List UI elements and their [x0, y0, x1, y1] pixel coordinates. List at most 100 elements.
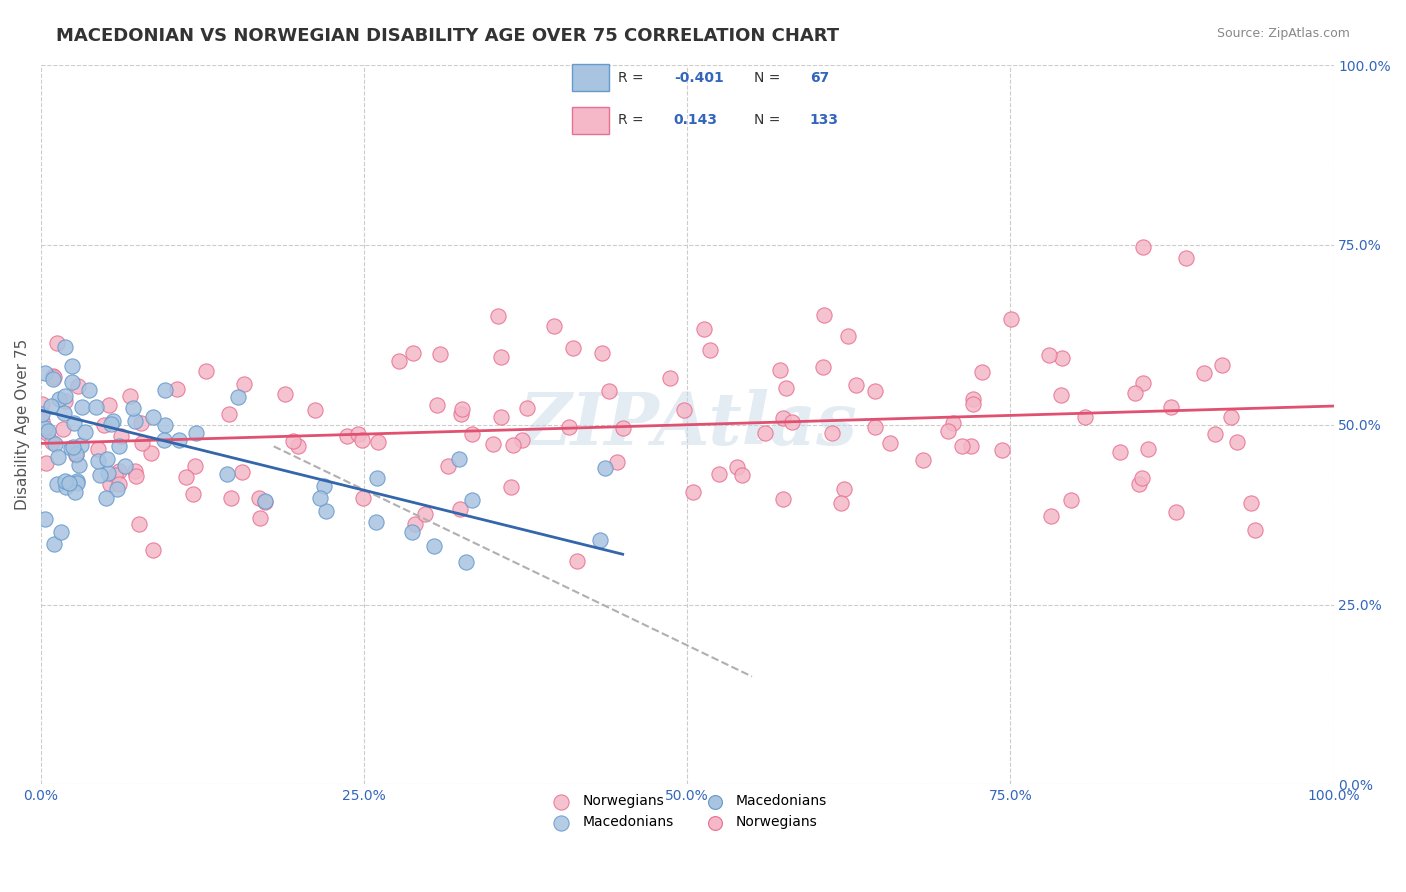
Macedonians: [364, 515, 387, 529]
Macedonians: [52, 406, 75, 420]
Macedonians: [89, 467, 111, 482]
Norwegians: [991, 442, 1014, 457]
Macedonians: [100, 417, 122, 431]
Norwegians: [879, 436, 901, 450]
Norwegians: [1194, 366, 1216, 380]
Norwegians: [1000, 311, 1022, 326]
Macedonians: [461, 493, 484, 508]
Macedonians: [60, 375, 83, 389]
Norwegians: [254, 494, 277, 508]
Norwegians: [139, 446, 162, 460]
Norwegians: [1130, 471, 1153, 485]
Norwegians: [782, 416, 804, 430]
Norwegians: [249, 510, 271, 524]
Norwegians: [830, 496, 852, 510]
Norwegians: [606, 455, 628, 469]
Norwegians: [166, 382, 188, 396]
Macedonians: [34, 512, 56, 526]
Norwegians: [219, 491, 242, 505]
Macedonians: [122, 401, 145, 415]
Macedonians: [152, 433, 174, 447]
Macedonians: [101, 414, 124, 428]
Norwegians: [1137, 442, 1160, 456]
Macedonians: [58, 476, 80, 491]
Norwegians: [950, 439, 973, 453]
Norwegians: [449, 502, 471, 516]
Norwegians: [129, 416, 152, 430]
Norwegians: [304, 403, 326, 417]
Norwegians: [936, 424, 959, 438]
Norwegians: [591, 346, 613, 360]
Norwegians: [41, 434, 63, 449]
Norwegians: [1038, 348, 1060, 362]
Norwegians: [195, 364, 218, 378]
Macedonians: [593, 460, 616, 475]
Norwegians: [125, 468, 148, 483]
Macedonians: [315, 503, 337, 517]
Norwegians: [93, 418, 115, 433]
Norwegians: [404, 516, 426, 531]
Macedonians: [42, 537, 65, 551]
Norwegians: [911, 452, 934, 467]
Macedonians: [589, 533, 612, 547]
Macedonians: [48, 392, 70, 407]
Macedonians: [87, 454, 110, 468]
Norwegians: [1040, 508, 1063, 523]
Norwegians: [98, 398, 121, 412]
Norwegians: [98, 477, 121, 491]
Norwegians: [1226, 434, 1249, 449]
Norwegians: [31, 397, 53, 411]
Text: N =: N =: [754, 113, 785, 128]
Macedonians: [34, 366, 56, 380]
Norwegians: [401, 345, 423, 359]
Norwegians: [659, 371, 682, 385]
Norwegians: [1204, 427, 1226, 442]
Macedonians: [53, 340, 76, 354]
FancyBboxPatch shape: [572, 64, 609, 91]
Norwegians: [865, 420, 887, 434]
Norwegians: [707, 467, 730, 481]
Norwegians: [426, 398, 449, 412]
Norwegians: [336, 428, 359, 442]
Norwegians: [87, 442, 110, 456]
Norwegians: [672, 403, 695, 417]
Norwegians: [1240, 496, 1263, 510]
Norwegians: [108, 464, 131, 478]
Text: R =: R =: [619, 70, 648, 85]
Norwegians: [35, 425, 58, 440]
Macedonians: [63, 485, 86, 500]
Macedonians: [66, 475, 89, 489]
Macedonians: [73, 425, 96, 439]
Macedonians: [114, 458, 136, 473]
Norwegians: [66, 379, 89, 393]
Norwegians: [1074, 410, 1097, 425]
Norwegians: [128, 516, 150, 531]
Text: Source: ZipAtlas.com: Source: ZipAtlas.com: [1216, 27, 1350, 40]
Macedonians: [309, 491, 332, 506]
Macedonians: [105, 483, 128, 497]
Text: R =: R =: [619, 113, 648, 128]
Macedonians: [108, 440, 131, 454]
Norwegians: [1174, 252, 1197, 266]
Text: ZIPAtlas: ZIPAtlas: [517, 389, 856, 460]
Norwegians: [543, 318, 565, 333]
Norwegians: [347, 426, 370, 441]
Norwegians: [42, 370, 65, 384]
Norwegians: [837, 329, 859, 343]
Norwegians: [142, 542, 165, 557]
Norwegians: [970, 366, 993, 380]
Norwegians: [42, 368, 65, 383]
Norwegians: [388, 354, 411, 368]
Norwegians: [104, 468, 127, 483]
Norwegians: [120, 389, 142, 403]
Macedonians: [46, 450, 69, 465]
Macedonians: [366, 471, 388, 485]
Norwegians: [181, 487, 204, 501]
Macedonians: [34, 420, 56, 434]
Norwegians: [1211, 358, 1233, 372]
FancyBboxPatch shape: [572, 107, 609, 134]
Norwegians: [184, 458, 207, 473]
Norwegians: [350, 433, 373, 447]
Norwegians: [731, 468, 754, 483]
Norwegians: [52, 422, 75, 436]
